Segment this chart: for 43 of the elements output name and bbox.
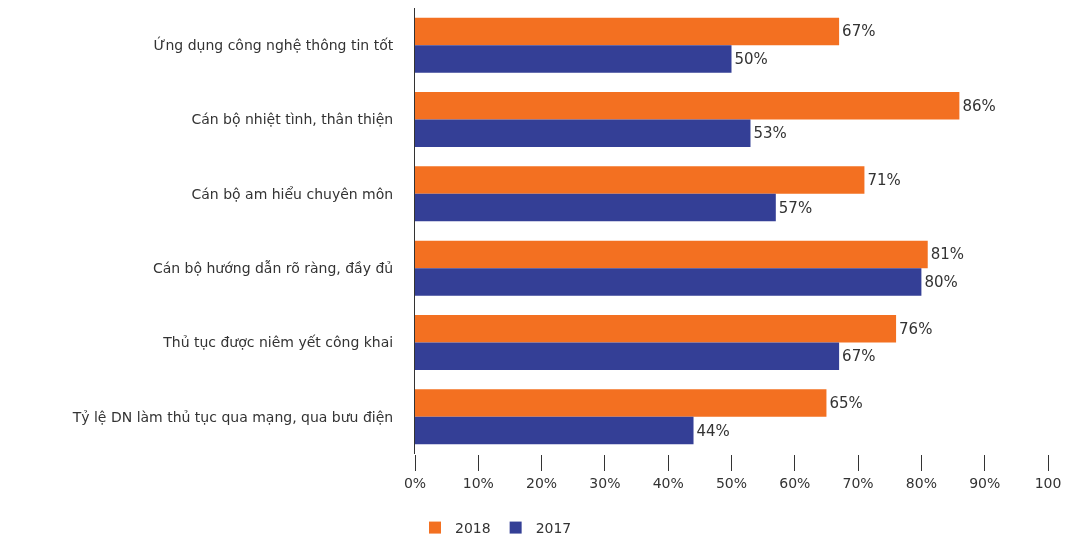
data-label: 76% <box>899 319 933 338</box>
data-label: 57% <box>778 198 813 217</box>
bar <box>415 315 897 343</box>
y-tick-label: Thủ tục được niêm yết công khai <box>162 334 394 351</box>
x-tick-label: 60% <box>779 474 811 491</box>
data-label: 81% <box>930 245 965 264</box>
bar <box>415 268 922 296</box>
x-tick-label: 30% <box>589 474 621 491</box>
x-tick-label: 100 <box>1034 474 1062 491</box>
bar <box>415 240 928 269</box>
x-tick-label: 70% <box>842 474 874 491</box>
data-label: 44% <box>696 421 730 440</box>
bar <box>415 166 865 194</box>
y-tick-label: Cán bộ hướng dẫn rõ ràng, đầy đủ <box>152 260 394 277</box>
bar <box>415 389 827 417</box>
x-tick-label: 50% <box>715 474 748 491</box>
bar <box>415 45 732 73</box>
bar <box>415 416 694 445</box>
legend-label: 2017 <box>535 520 572 537</box>
y-tick-label: Cán bộ nhiệt tình, thân thiện <box>191 111 394 128</box>
x-tick-label: 90% <box>969 474 1001 491</box>
data-label: 67% <box>842 347 876 366</box>
x-tick-label: 20% <box>526 474 558 491</box>
data-label: 80% <box>924 272 958 291</box>
y-tick-label: Ứng dụng công nghệ thông tin tốt <box>153 36 394 54</box>
data-label: 71% <box>867 171 901 190</box>
bar <box>415 92 960 120</box>
bar <box>415 342 840 370</box>
bar <box>415 193 776 222</box>
data-label: 53% <box>753 124 787 143</box>
bar <box>415 17 840 46</box>
x-tick-label: 10% <box>462 474 494 491</box>
data-label: 50% <box>734 49 768 68</box>
y-tick-label: Tỷ lệ DN làm thủ tục qua mạng, qua bưu điện <box>71 408 394 425</box>
legend-label: 2018 <box>455 520 491 537</box>
x-tick-label: 80% <box>905 474 937 491</box>
data-label: 65% <box>829 394 863 413</box>
bar <box>415 119 751 147</box>
x-tick-label: 0% <box>403 474 427 491</box>
y-tick-label: Cán bộ am hiểu chuyên môn <box>191 185 394 202</box>
x-tick-label: 40% <box>652 474 684 491</box>
data-label: 67% <box>842 22 876 41</box>
data-label: 86% <box>962 96 996 115</box>
